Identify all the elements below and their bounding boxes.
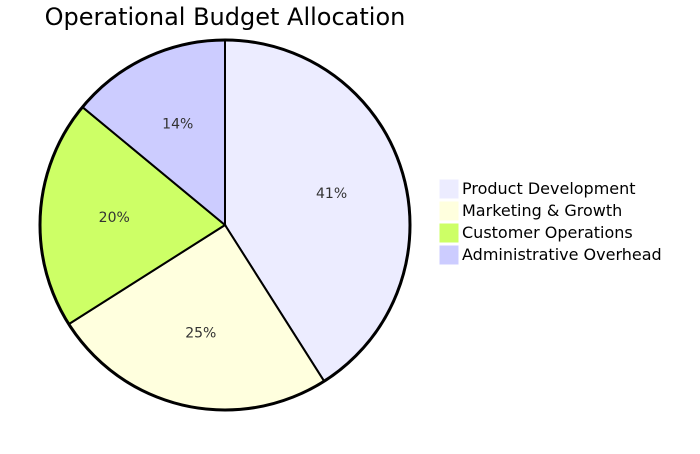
legend-swatch-customer-operations (439, 223, 459, 243)
slice-label-customer-operations: 20% (99, 210, 130, 226)
legend-swatch-administrative-overhead (439, 245, 459, 265)
legend-label-product-development: Product Development (462, 179, 636, 198)
legend-item-administrative-overhead: Administrative Overhead (439, 245, 662, 265)
legend-label-marketing-growth: Marketing & Growth (462, 201, 622, 220)
slice-label-marketing-growth: 25% (185, 325, 216, 341)
chart-title: Operational Budget Allocation (45, 3, 406, 31)
pie-slices (39, 38, 411, 411)
legend-label-customer-operations: Customer Operations (462, 223, 633, 242)
legend-swatch-product-development (439, 179, 459, 199)
legend-label-administrative-overhead: Administrative Overhead (462, 245, 662, 264)
legend-swatch-marketing-growth (439, 201, 459, 221)
pie-slice-labels: 41% 25% 20% 14% (99, 117, 347, 342)
slice-label-administrative-overhead: 14% (162, 117, 193, 133)
pie-outline (38, 38, 412, 412)
legend-item-product-development: Product Development (439, 179, 636, 199)
slice-label-product-development: 41% (316, 186, 347, 202)
legend-item-marketing-growth: Marketing & Growth (439, 201, 622, 221)
legend-item-customer-operations: Customer Operations (439, 223, 633, 243)
legend: Product Development Marketing & Growth Cus… (439, 179, 662, 265)
